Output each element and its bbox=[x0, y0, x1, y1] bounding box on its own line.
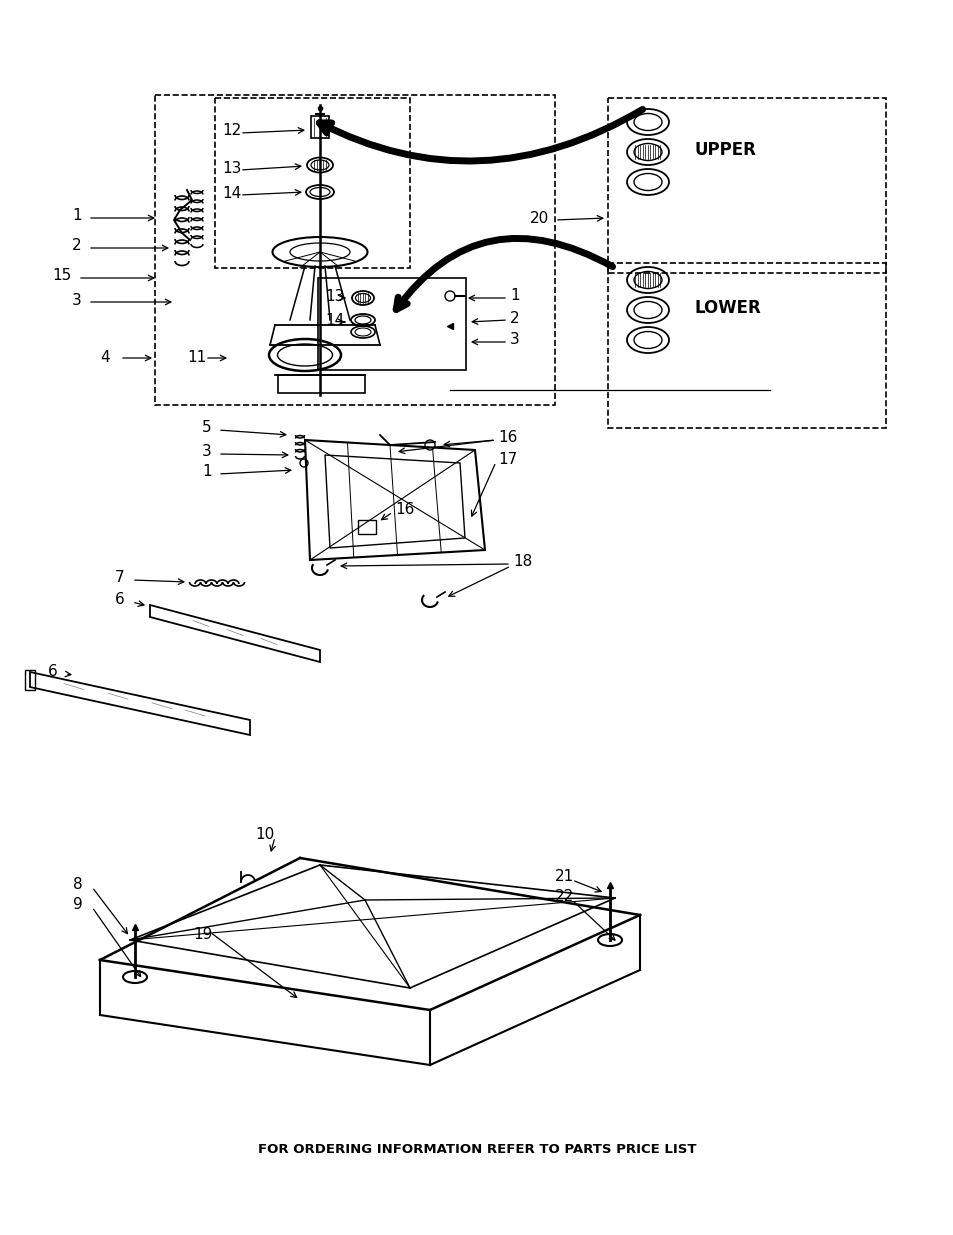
Text: 19: 19 bbox=[193, 927, 213, 942]
Text: 14: 14 bbox=[325, 312, 344, 327]
Text: 13: 13 bbox=[325, 289, 344, 304]
Text: 11: 11 bbox=[187, 351, 206, 366]
Text: 17: 17 bbox=[497, 452, 517, 468]
Text: 7: 7 bbox=[115, 571, 125, 585]
Text: 1: 1 bbox=[202, 464, 212, 479]
Bar bbox=[357, 520, 375, 534]
Text: UPPER: UPPER bbox=[695, 141, 756, 159]
Bar bbox=[607, 263, 885, 429]
Text: 2: 2 bbox=[510, 310, 519, 326]
Text: 6: 6 bbox=[48, 664, 58, 679]
Bar bbox=[607, 98, 885, 273]
Text: 5: 5 bbox=[202, 420, 212, 436]
Bar bbox=[25, 671, 35, 690]
Text: 4: 4 bbox=[100, 351, 110, 366]
Text: 8: 8 bbox=[73, 878, 83, 893]
Text: LOWER: LOWER bbox=[695, 299, 760, 317]
Text: 16: 16 bbox=[497, 431, 517, 446]
Text: 22: 22 bbox=[555, 889, 574, 904]
Text: 21: 21 bbox=[555, 869, 574, 884]
Text: FOR ORDERING INFORMATION REFER TO PARTS PRICE LIST: FOR ORDERING INFORMATION REFER TO PARTS … bbox=[257, 1144, 696, 1156]
Text: 3: 3 bbox=[202, 445, 212, 459]
Bar bbox=[154, 95, 555, 405]
Text: 9: 9 bbox=[73, 898, 83, 913]
Text: 14: 14 bbox=[222, 185, 241, 200]
Bar bbox=[311, 116, 329, 138]
Text: 2: 2 bbox=[71, 237, 82, 252]
Text: 12: 12 bbox=[222, 122, 241, 137]
Text: 20: 20 bbox=[530, 210, 549, 226]
Bar bbox=[214, 98, 410, 268]
Text: 3: 3 bbox=[71, 293, 82, 308]
Text: 15: 15 bbox=[52, 268, 71, 283]
Text: 13: 13 bbox=[222, 161, 241, 175]
Text: 6: 6 bbox=[115, 593, 125, 608]
Bar bbox=[277, 375, 365, 393]
Text: 16: 16 bbox=[395, 503, 414, 517]
Text: 18: 18 bbox=[513, 555, 532, 569]
Text: 10: 10 bbox=[254, 827, 274, 842]
Text: 1: 1 bbox=[71, 207, 82, 222]
Text: 1: 1 bbox=[510, 288, 519, 303]
Bar bbox=[317, 278, 465, 370]
Text: 3: 3 bbox=[510, 332, 519, 347]
